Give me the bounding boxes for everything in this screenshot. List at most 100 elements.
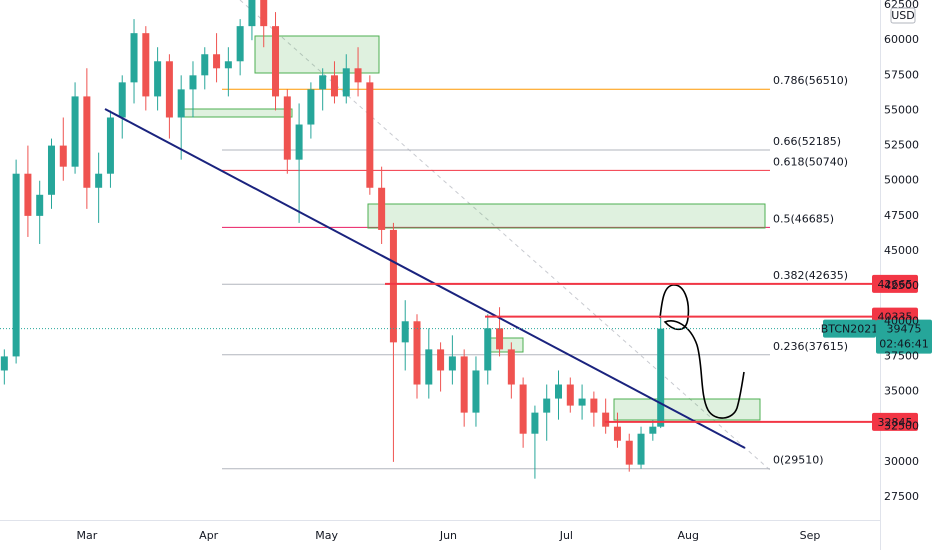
y-tick-label: 37500 <box>884 349 919 362</box>
candle-body <box>354 68 362 83</box>
last-price-tag: 39475 <box>887 323 922 336</box>
candle-body <box>307 89 315 125</box>
countdown: 02:46:41 <box>879 338 928 351</box>
price-tag-bg <box>872 412 918 431</box>
candle-body <box>613 426 621 441</box>
candle-body <box>224 61 232 69</box>
candle-body <box>342 68 350 97</box>
symbol-tag-bg <box>823 319 876 338</box>
candle-body <box>59 145 67 167</box>
candle-body <box>236 26 244 62</box>
x-tick-label: Jul <box>559 529 573 542</box>
candle-body <box>165 61 173 118</box>
candle-body <box>213 54 221 69</box>
x-tick-label: Apr <box>199 529 219 542</box>
candle-body <box>201 54 209 76</box>
y-tick-label: 27500 <box>884 490 919 503</box>
candle-body <box>649 426 657 434</box>
fib-label: 0.66(52185) <box>773 135 841 148</box>
candle-body <box>106 117 114 174</box>
y-tick-label: 60000 <box>884 33 919 46</box>
candle-body <box>566 384 574 406</box>
candle-body <box>531 412 539 434</box>
candle-body <box>295 124 303 160</box>
y-tick-label: 62500 <box>884 0 919 11</box>
candle-body <box>24 173 32 216</box>
y-tick-label: 47500 <box>884 209 919 222</box>
fib-label: 0.618(50740) <box>773 155 848 168</box>
candle-body <box>401 321 409 343</box>
candle-body <box>507 349 515 385</box>
candle-body <box>389 229 397 343</box>
candle-body <box>460 356 468 413</box>
zone-box <box>367 203 766 229</box>
candle-body <box>496 328 504 350</box>
candle-body <box>602 412 610 427</box>
last-price-tag-bg <box>876 319 932 354</box>
y-tick-label: 50000 <box>884 174 919 187</box>
x-tick-label: Sep <box>800 529 821 542</box>
currency-box <box>890 7 916 24</box>
price-tag: 32845 <box>878 416 913 429</box>
candle-body <box>657 328 665 427</box>
x-tick-label: Aug <box>677 529 698 542</box>
y-tick-label: 40000 <box>884 314 919 327</box>
candle-body <box>36 194 44 216</box>
y-tick-label: 35000 <box>884 385 919 398</box>
candle-body <box>366 82 374 188</box>
symbol-tag: BTCN2021 <box>821 323 879 336</box>
candle-body <box>437 349 445 371</box>
x-tick-label: Mar <box>76 529 97 542</box>
candle-body <box>154 61 162 97</box>
zone-box <box>613 398 761 421</box>
candle-body <box>189 75 197 90</box>
candle-body <box>71 96 79 167</box>
candle-body <box>425 349 433 385</box>
hand-drawn-path <box>659 284 745 419</box>
price-tag: 42665 <box>878 278 913 291</box>
candle-body <box>484 328 492 371</box>
candle-body <box>142 33 150 97</box>
trendline <box>104 108 746 449</box>
candle-body <box>413 321 421 385</box>
y-tick-label: 30000 <box>884 455 919 468</box>
candle-body <box>448 356 456 371</box>
candle-body <box>95 173 103 188</box>
candle-body <box>590 398 598 413</box>
candle-body <box>260 0 268 27</box>
candle-body <box>578 398 586 406</box>
zone-box <box>485 337 524 353</box>
dashed-diagonal <box>239 0 771 471</box>
y-tick-label: 57500 <box>884 68 919 81</box>
price-tag-bg <box>872 274 918 293</box>
candle-body <box>637 433 645 465</box>
candle-body <box>330 75 338 97</box>
candle-body <box>177 89 185 118</box>
candle-body <box>118 82 126 118</box>
y-tick-label: 52500 <box>884 139 919 152</box>
fib-label: 0.382(42635) <box>773 269 848 282</box>
candle-body <box>625 440 633 465</box>
fib-label: 0.5(46685) <box>773 212 834 225</box>
fib-label: 0.786(56510) <box>773 74 848 87</box>
candle-body <box>519 384 527 434</box>
y-tick-label: 32500 <box>884 420 919 433</box>
candle-body <box>12 173 20 357</box>
x-tick-label: May <box>315 529 338 542</box>
candle-body <box>83 96 91 188</box>
x-tick-label: Jun <box>439 529 457 542</box>
currency-label: USD <box>891 9 915 22</box>
candle-body <box>47 145 55 195</box>
candle-body <box>272 26 280 97</box>
candle-body <box>248 0 256 27</box>
candle-body <box>283 96 291 160</box>
fib-label: 0.236(37615) <box>773 340 848 353</box>
candle-body <box>554 384 562 399</box>
candles <box>0 0 665 479</box>
fib-label: 0(29510) <box>773 454 824 467</box>
y-tick-label: 55000 <box>884 103 919 116</box>
candle-body <box>130 33 138 83</box>
